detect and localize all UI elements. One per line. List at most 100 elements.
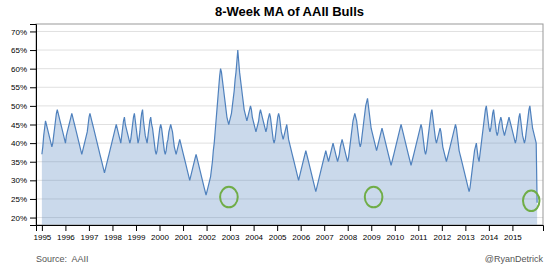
grid-line <box>36 105 543 106</box>
area <box>42 50 537 225</box>
x-tick-mark <box>277 225 278 231</box>
x-tick: 2005 <box>269 225 287 242</box>
x-tick-label: 2007 <box>316 233 334 242</box>
x-tick-mark <box>65 225 66 231</box>
x-tick: 2004 <box>245 225 263 242</box>
plot-area <box>42 50 540 225</box>
y-tick-mark <box>30 143 36 144</box>
x-tick-label: 2001 <box>175 233 193 242</box>
x-tick-mark <box>160 225 161 231</box>
y-tick-mark <box>30 218 36 219</box>
x-tick-mark <box>371 225 372 231</box>
y-tick: 30% <box>11 176 36 185</box>
grid-line <box>36 31 543 32</box>
x-tick: 2013 <box>457 225 475 242</box>
y-tick: 25% <box>11 195 36 204</box>
x-tick: 1996 <box>57 225 75 242</box>
y-tick-mark <box>30 69 36 70</box>
y-tick-mark <box>30 162 36 163</box>
y-tick: 50% <box>11 102 36 111</box>
x-tick: 2012 <box>433 225 451 242</box>
y-tick-label: 60% <box>11 65 27 74</box>
x-tick-mark <box>301 225 302 231</box>
y-tick: 20% <box>11 214 36 223</box>
x-tick: 1999 <box>128 225 146 242</box>
x-tick: 2010 <box>386 225 404 242</box>
x-tick: 2002 <box>198 225 216 242</box>
x-tick-mark <box>418 225 419 231</box>
x-tick: 2006 <box>292 225 310 242</box>
y-tick-label: 65% <box>11 46 27 55</box>
credit: @RyanDetrick <box>485 254 544 264</box>
x-tick-label: 2012 <box>433 233 451 242</box>
x-tick-mark <box>89 225 90 231</box>
x-tick-label: 2002 <box>198 233 216 242</box>
x-tick: 2008 <box>339 225 357 242</box>
x-tick: 1995 <box>33 225 51 242</box>
y-tick-label: 70% <box>11 28 27 37</box>
y-tick: 35% <box>11 158 36 167</box>
x-tick: 2014 <box>480 225 498 242</box>
annotation-ellipse <box>523 191 539 211</box>
x-tick: 2000 <box>151 225 169 242</box>
x-tick-mark <box>112 225 113 231</box>
x-tick: 2007 <box>316 225 334 242</box>
x-tick-label: 1999 <box>128 233 146 242</box>
x-tick-mark <box>183 225 184 231</box>
x-axis: 1995 1996 1997 1998 1999 2000 2001 2002 2003 2004… <box>33 225 543 242</box>
y-tick-mark <box>30 180 36 181</box>
chart-container: 8-Week MA of AAII Bulls19951996199719981… <box>0 0 555 267</box>
x-tick-mark <box>230 225 231 231</box>
y-tick: 55% <box>11 83 36 92</box>
y-tick-mark <box>30 106 36 107</box>
chart: 8-Week MA of AAII Bulls19951996199719981… <box>0 0 555 267</box>
y-tick: 45% <box>11 121 36 130</box>
grid-line <box>36 87 543 88</box>
y-tick-label: 35% <box>11 158 27 167</box>
grid-line <box>36 50 543 51</box>
x-tick-label: 1998 <box>104 233 122 242</box>
x-tick-label: 1995 <box>33 233 51 242</box>
x-tick-label: 2010 <box>386 233 404 242</box>
x-tick-label: 2008 <box>339 233 357 242</box>
x-tick-mark <box>512 225 513 231</box>
grid-line <box>36 124 543 125</box>
x-tick-mark <box>465 225 466 231</box>
x-tick: 2011 <box>410 225 428 242</box>
y-tick-label: 40% <box>11 139 27 148</box>
x-tick-mark <box>489 225 490 231</box>
y-axis: 20% 25% 30% 35% 40% 45% 50% 55% 60% 65% 70% <box>11 25 37 226</box>
y-tick-mark <box>30 87 36 88</box>
y-tick-label: 45% <box>11 121 27 130</box>
x-tick-label: 2009 <box>363 233 381 242</box>
x-axis-line <box>37 226 544 232</box>
y-tick: 70% <box>11 28 36 37</box>
y-tick-label: 25% <box>11 195 27 204</box>
y-tick-label: 20% <box>11 214 27 223</box>
x-tick-mark <box>207 225 208 231</box>
source: Source: AAII <box>36 254 89 264</box>
x-tick: 1997 <box>81 225 99 242</box>
x-tick-label: 2003 <box>222 233 240 242</box>
y-tick: 40% <box>11 139 36 148</box>
x-tick-mark <box>42 225 43 231</box>
y-tick-label: 55% <box>11 83 27 92</box>
x-tick-label: 2006 <box>292 233 310 242</box>
x-tick: 2015 <box>504 225 522 242</box>
y-axis-line <box>30 25 37 226</box>
title: 8-Week MA of AAII Bulls <box>215 4 364 19</box>
x-tick: 2009 <box>363 225 381 242</box>
grid-line <box>36 68 543 69</box>
x-tick-mark <box>254 225 255 231</box>
y-tick-mark <box>30 31 36 32</box>
x-tick-label: 1997 <box>81 233 99 242</box>
x-tick: 1998 <box>104 225 122 242</box>
x-tick-mark <box>348 225 349 231</box>
line <box>42 50 537 203</box>
x-tick-label: 2004 <box>245 233 263 242</box>
y-tick: 65% <box>11 46 36 55</box>
y-tick-label: 50% <box>11 102 27 111</box>
x-tick-label: 2005 <box>269 233 287 242</box>
x-tick-label: 1996 <box>57 233 75 242</box>
x-tick-label: 2015 <box>504 233 522 242</box>
